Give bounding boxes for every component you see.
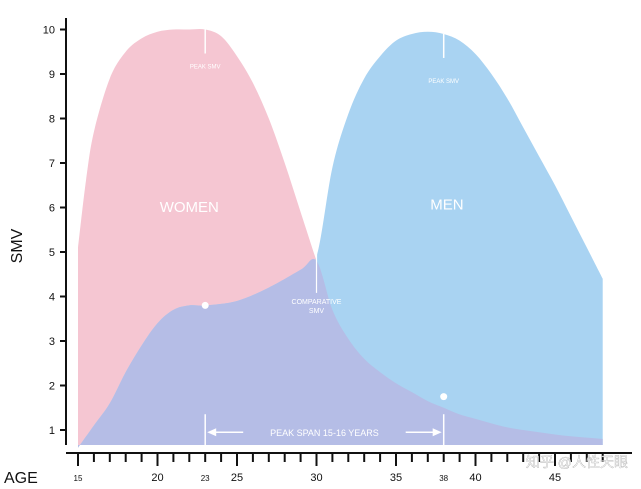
men-dot [440,393,448,401]
y-tick-label: 8 [49,114,55,126]
watermark: 知乎 @人性天眼 [526,454,628,470]
x-tick-label: 30 [310,472,322,484]
overlap-area [78,258,603,448]
x-tick-label: 15 [74,474,83,483]
y-tick-label: 6 [49,203,55,215]
x-tick-label: 23 [201,474,210,483]
comparative-smv-label-line2: SMV [309,308,325,315]
chart-annotations [201,29,448,445]
women-dot [201,301,209,309]
peak-smv-men-label: PEAK SMV [428,79,459,85]
y-tick-label: 5 [49,247,55,259]
x-tick-label: 20 [151,472,163,484]
y-tick-label: 3 [49,336,55,348]
y-tick-label: 7 [49,158,55,170]
x-tick-label: 40 [469,472,481,484]
y-tick-label: 9 [49,69,55,81]
x-tick-label: 35 [390,472,402,484]
x-tick-label: 25 [231,472,243,484]
y-tick-label: 2 [49,381,55,393]
women-series-label: WOMEN [160,199,219,216]
y-tick-label: 1 [49,425,55,437]
y-tick-label: 4 [49,292,55,304]
span-right-arrowhead [432,428,442,437]
y-tick-label: 10 [43,25,55,37]
x-tick-label: 38 [439,474,448,483]
peak-smv-women-label: PEAK SMV [190,65,221,71]
peak-span-label: PEAK SPAN 15-16 YEARS [270,428,379,438]
chart-areas [78,29,603,448]
y-axis-label: SMV [9,228,26,263]
span-left-arrowhead [207,428,217,437]
men-series-label: MEN [430,197,463,214]
comparative-smv-label-line1: COMPARATIVE [292,299,342,306]
x-axis-label: AGE [4,470,38,487]
x-tick-label: 45 [549,472,561,484]
